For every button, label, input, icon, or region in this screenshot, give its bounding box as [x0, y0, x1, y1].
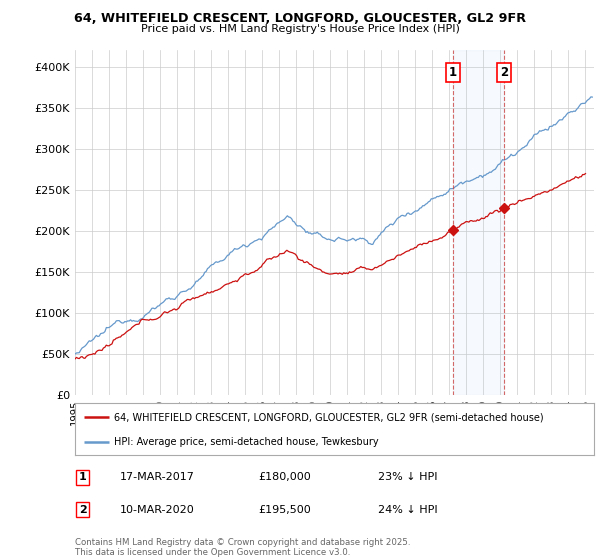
Text: 64, WHITEFIELD CRESCENT, LONGFORD, GLOUCESTER, GL2 9FR (semi-detached house): 64, WHITEFIELD CRESCENT, LONGFORD, GLOUC…: [114, 412, 544, 422]
Bar: [453, 50, 504, 395]
Text: 2: 2: [500, 66, 508, 79]
Text: 17-MAR-2017: 17-MAR-2017: [120, 472, 195, 482]
Text: HPI: Average price, semi-detached house, Tewkesbury: HPI: Average price, semi-detached house,…: [114, 437, 379, 447]
Text: 23% ↓ HPI: 23% ↓ HPI: [378, 472, 437, 482]
Text: Price paid vs. HM Land Registry's House Price Index (HPI): Price paid vs. HM Land Registry's House …: [140, 24, 460, 34]
Text: 2: 2: [79, 505, 86, 515]
Text: 64, WHITEFIELD CRESCENT, LONGFORD, GLOUCESTER, GL2 9FR: 64, WHITEFIELD CRESCENT, LONGFORD, GLOUC…: [74, 12, 526, 25]
Text: £180,000: £180,000: [258, 472, 311, 482]
Text: 24% ↓ HPI: 24% ↓ HPI: [378, 505, 437, 515]
Text: 1: 1: [449, 66, 457, 79]
Text: £195,500: £195,500: [258, 505, 311, 515]
Text: Contains HM Land Registry data © Crown copyright and database right 2025.
This d: Contains HM Land Registry data © Crown c…: [75, 538, 410, 557]
Text: 10-MAR-2020: 10-MAR-2020: [120, 505, 195, 515]
Text: 1: 1: [79, 472, 86, 482]
